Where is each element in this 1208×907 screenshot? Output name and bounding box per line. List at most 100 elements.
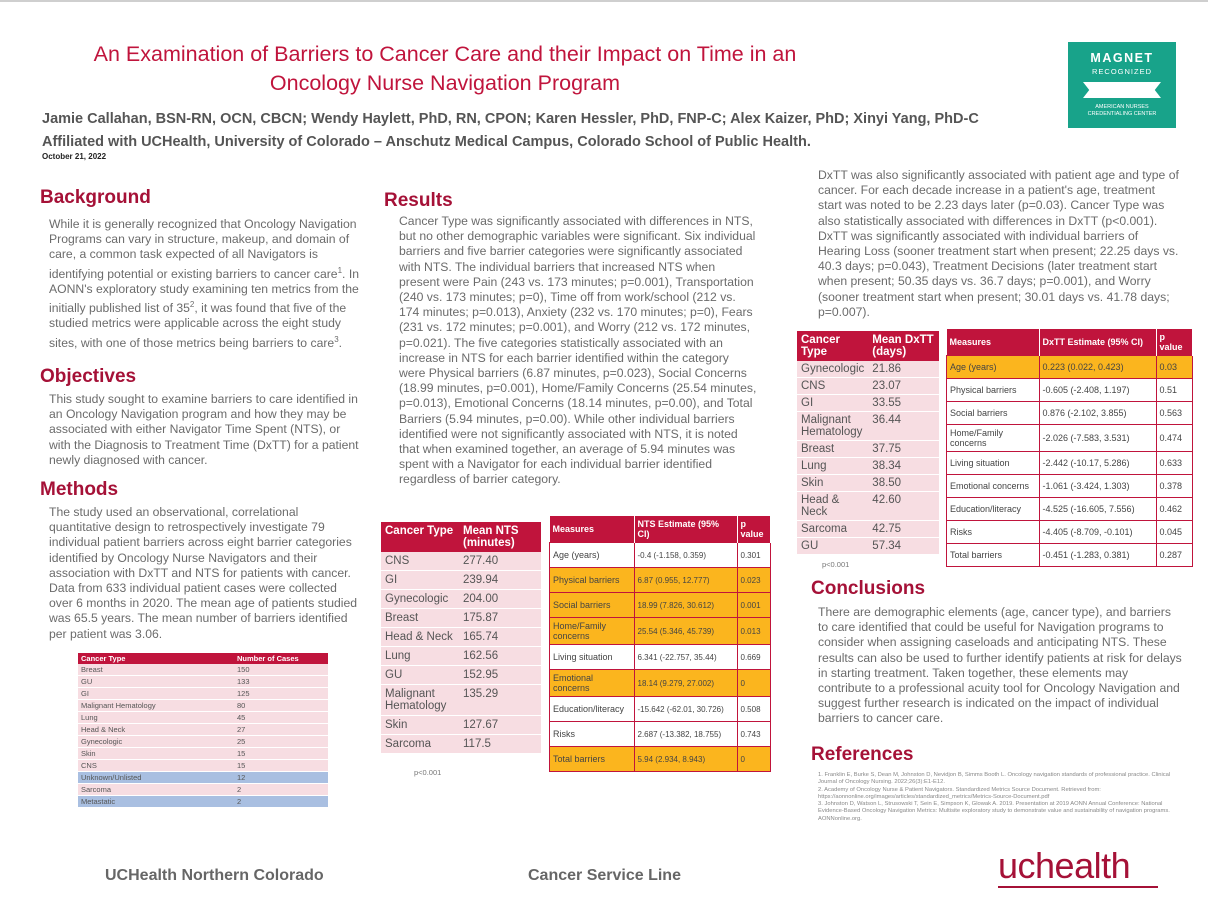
dxtt-estimate-row: Home/Family concerns -2.026 (-7.583, 3.53… [946,424,1193,452]
dxtt-table-row: Malignant Hematology 36.44 [797,411,939,441]
cases-table-row: Breast 150 [78,664,328,676]
dxtt-estimate-header: Measures DxTT Estimate (95% CI) p value [946,329,1193,356]
nts-estimate-row: Physical barriers 6.87 (0.955, 12.777) 0.0… [549,567,771,593]
nts-est-cell-p: 0 [736,669,771,697]
nts-est-col-estimate: NTS Estimate (95% CI) [634,516,738,543]
nts-table-row: Breast 175.87 [381,608,541,628]
cases-cell-count: 80 [234,699,328,712]
cases-table-row: Skin 15 [78,747,328,760]
cases-cell-count: 12 [234,771,328,784]
authors: Jamie Callahan, BSN-RN, OCN, CBCN; Wendy… [42,111,979,127]
nts-cell-type: Head & Neck [381,627,459,647]
nts-pvalue-note: p<0.001 [414,768,442,777]
background-heading: Background [40,187,151,208]
nts-cell-type: GU [381,665,459,685]
nts-estimate-row: Risks 2.687 (-13.382, 18.755) 0.743 [549,721,771,747]
dxtt-estimate-row: Risks -4.405 (-8.709, -0.101) 0.045 [946,520,1193,544]
dxtt-est-cell-estimate: -0.605 (-2.408, 1.197) [1038,378,1157,402]
nts-cell-type: Skin [381,715,459,735]
nts-est-cell-measure: Home/Family concerns [549,617,635,645]
dxtt-est-cell-measure: Education/literacy [946,497,1040,521]
nts-estimate-row: Total barriers 5.94 (2.934, 8.943) 0 [549,746,771,772]
dxtt-est-col-p: p value [1156,329,1193,356]
cases-table: Cancer Type Number of Cases Breast 150 GU 1… [78,653,328,808]
dxtt-table-row: Skin 38.50 [797,474,939,492]
results-text: Cancer Type was significantly associated… [399,214,757,487]
nts-table-row: Gynecologic 204.00 [381,589,541,609]
background-text: While it is generally recognized that On… [49,217,359,351]
dxtt-est-cell-estimate: -2.442 (-10.17, 5.286) [1038,451,1157,475]
dxtt-est-cell-p: 0.03 [1155,355,1193,379]
dxtt-est-cell-p: 0.633 [1155,451,1193,475]
background-text-b: . In AONN's exploratory study examining … [49,266,359,316]
cases-cell-count: 125 [234,687,328,700]
background-text-c: , it was found that five of the studied … [49,301,347,350]
cases-cell-type: Sarcoma [78,783,234,796]
nts-cell-mean: 277.40 [459,552,541,571]
nts-table-row: GU 152.95 [381,665,541,685]
dxtt-cell-type: Breast [797,440,869,458]
dxtt-col-mean: Mean DxTT (days) [868,331,939,361]
cases-table-row: GI 125 [78,687,328,700]
nts-cell-type: Malignant Hematology [381,684,459,716]
nts-cell-mean: 204.00 [459,589,541,609]
dxtt-estimate-body: Age (years) 0.223 (0.022, 0.423) 0.03 Physi… [946,355,1193,567]
dxtt-cell-type: Head & Neck [797,491,869,521]
nts-est-cell-estimate: 6.87 (0.955, 12.777) [633,567,738,593]
title-line-2: Oncology Nurse Navigation Program [269,71,621,95]
objectives-text: This study sought to examine barriers to… [49,392,359,467]
nts-cell-mean: 175.87 [459,608,541,628]
nts-cell-type: Lung [381,646,459,666]
cases-cell-count: 25 [234,735,328,748]
cases-cell-type: GI [78,687,234,700]
authors-block: Jamie Callahan, BSN-RN, OCN, CBCN; Wendy… [42,108,1052,154]
nts-cell-type: Sarcoma [381,734,459,754]
cases-cell-type: Malignant Hematology [78,699,234,712]
nts-est-cell-measure: Total barriers [549,746,635,772]
nts-table-row: CNS 277.40 [381,552,541,571]
nts-estimate-row: Home/Family concerns 25.54 (5.346, 45.739… [549,617,771,645]
dxtt-est-cell-measure: Living situation [946,451,1040,475]
background-text-a: While it is generally recognized that On… [49,217,357,281]
dxtt-cell-mean: 21.86 [868,361,939,378]
dxtt-est-cell-measure: Physical barriers [946,378,1040,402]
cases-table-body: Breast 150 GU 133 GI 125 Malignant Hematology 8… [78,664,328,808]
cases-cell-count: 150 [234,664,328,676]
dxtt-est-cell-estimate: 0.876 (-2.102, 3.855) [1038,401,1157,425]
nts-table-header: Cancer Type Mean NTS (minutes) [381,522,541,552]
nts-est-cell-estimate: 2.687 (-13.382, 18.755) [633,721,738,747]
dxtt-est-cell-measure: Emotional concerns [946,474,1040,498]
cases-table-row: Metastatic 2 [78,795,328,808]
dxtt-cell-mean: 42.60 [868,491,939,521]
references-heading: References [811,744,914,765]
cases-cell-count: 27 [234,723,328,736]
cases-cell-count: 15 [234,747,328,760]
dxtt-est-cell-measure: Home/Family concerns [946,424,1040,452]
nts-estimate-row: Emotional concerns 18.14 (9.279, 27.002) 0 [549,669,771,697]
footer-left: UCHealth Northern Colorado [105,867,324,884]
title-line-1: An Examination of Barriers to Cancer Car… [93,42,797,66]
poster-date: October 21, 2022 [42,152,107,161]
dxtt-est-cell-p: 0.51 [1155,378,1193,402]
nts-est-cell-estimate: 25.54 (5.346, 45.739) [633,617,738,645]
dxtt-table-body: Gynecologic 21.86 CNS 23.07 GI 33.55 Malignant… [797,361,939,555]
cases-table-row: CNS 15 [78,759,328,772]
nts-table-body: CNS 277.40 GI 239.94 Gynecologic 204.00 Breast… [381,552,541,754]
magnet-ribbon-icon [1083,82,1161,98]
dxtt-estimate-row: Education/literacy -4.525 (-16.605, 7.556… [946,497,1193,521]
poster-title: An Examination of Barriers to Cancer Car… [30,40,860,98]
nts-est-cell-measure: Living situation [549,644,635,670]
citation-1: 1 [337,265,343,275]
nts-cell-mean: 239.94 [459,570,541,590]
dxtt-table-row: Breast 37.75 [797,440,939,458]
dxtt-est-cell-estimate: -0.451 (-1.283, 0.381) [1038,543,1157,567]
dxtt-cell-mean: 33.55 [868,394,939,412]
nts-est-cell-estimate: 18.14 (9.279, 27.002) [633,669,738,697]
citation-2: 2 [189,300,195,310]
nts-estimate-header: Measures NTS Estimate (95% CI) p value [549,516,771,543]
conclusions-heading: Conclusions [811,578,926,599]
nts-cell-mean: 117.5 [459,734,541,754]
cases-cell-type: Gynecologic [78,735,234,748]
dxtt-cell-type: GU [797,537,869,555]
dxtt-est-cell-measure: Total barriers [946,543,1040,567]
